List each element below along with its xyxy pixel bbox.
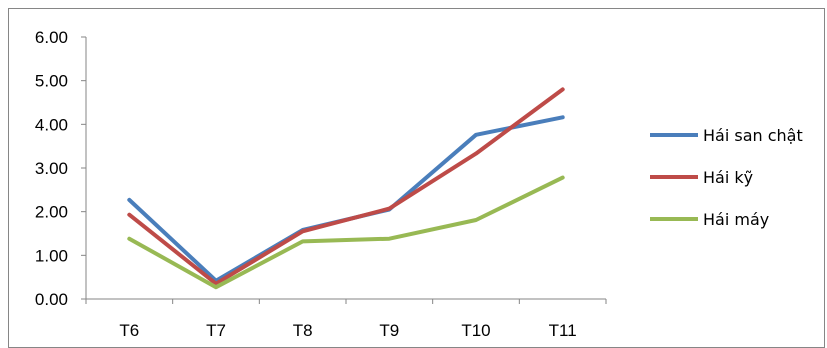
y-tick-label: 4.00 (35, 115, 68, 134)
legend-label: Hái san chật (703, 126, 803, 145)
x-tick-label: T6 (119, 321, 139, 337)
x-tick-label: T10 (461, 321, 490, 337)
chart-axes (81, 36, 607, 304)
x-tick-label: T11 (549, 321, 577, 337)
series-lines (127, 87, 565, 290)
y-tick-label: 6.00 (35, 28, 68, 47)
y-tick-label: 3.00 (35, 159, 68, 178)
series-line-2 (127, 175, 565, 290)
y-tick-label: 1.00 (35, 246, 68, 265)
line-chart: 0.00 1.00 2.00 3.00 4.00 5.00 6.00 T6 T7 T8 T9 T10… (35, 28, 803, 337)
x-tick-label: T7 (206, 321, 226, 337)
y-tick-label: 5.00 (35, 72, 68, 91)
y-axis-tick-labels: 0.00 1.00 2.00 3.00 4.00 5.00 6.00 (35, 28, 68, 309)
x-axis-tick-labels: T6 T7 T8 T9 T10 T11 (119, 321, 576, 337)
series-line-0 (127, 115, 565, 283)
y-tick-label: 0.00 (35, 290, 68, 309)
y-tick-label: 2.00 (35, 203, 68, 222)
legend-label: Hái máy (703, 210, 769, 229)
series-line-1 (127, 87, 565, 286)
legend: Hái san chật Hái kỹ Hái máy (650, 126, 803, 229)
legend-label: Hái kỹ (703, 168, 753, 187)
x-tick-label: T9 (379, 321, 399, 337)
x-tick-label: T8 (293, 321, 313, 337)
